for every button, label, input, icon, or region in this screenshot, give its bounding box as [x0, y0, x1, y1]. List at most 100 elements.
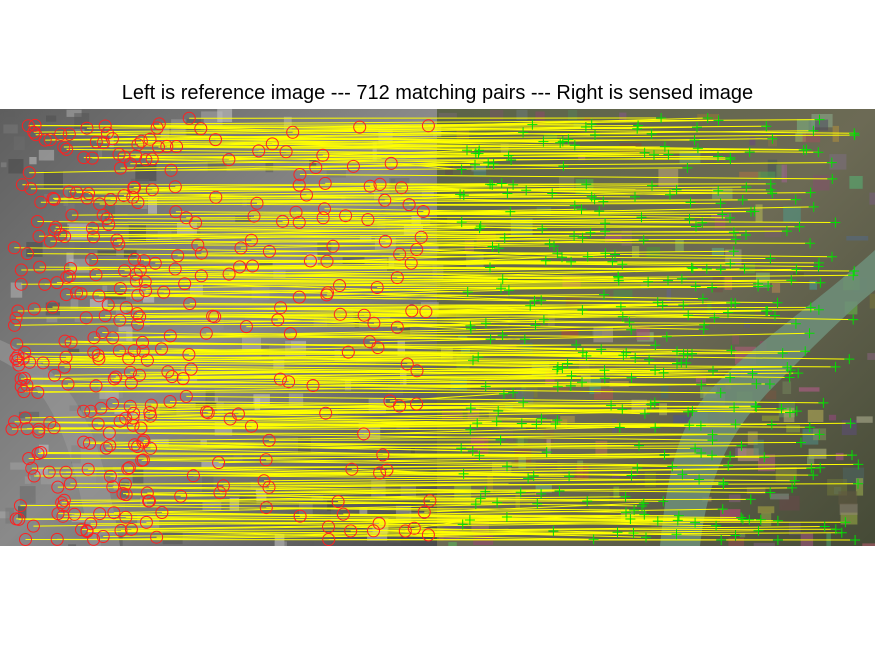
sensed-keypoint-plus — [678, 348, 689, 359]
texture-block — [464, 240, 474, 254]
reference-keypoint-circle — [79, 311, 93, 325]
texture-block — [24, 476, 31, 484]
sensed-keypoint-plus — [586, 191, 597, 202]
texture-block — [410, 448, 415, 455]
reference-keypoint-circle — [32, 229, 46, 243]
sensed-keypoint-plus — [725, 372, 736, 383]
sensed-keypoint-plus — [701, 263, 712, 274]
reference-keypoint-circle — [135, 453, 149, 467]
reference-keypoint-circle — [36, 356, 50, 370]
sensed-keypoint-plus — [672, 358, 682, 369]
texture-block — [739, 171, 761, 178]
sensed-keypoint-plus — [629, 505, 640, 515]
match-line — [246, 325, 471, 328]
figure-title: Left is reference image --- 712 matching… — [121, 82, 754, 104]
sensed-keypoint-plus — [806, 463, 817, 474]
match-line — [106, 447, 480, 457]
match-line — [379, 514, 645, 524]
texture-block — [568, 109, 578, 121]
sensed-keypoint-plus — [632, 462, 643, 473]
match-line — [149, 138, 695, 141]
sensed-keypoint-plus — [577, 377, 587, 388]
reference-keypoint-circle — [122, 461, 136, 475]
sensed-keypoint-plus — [552, 362, 563, 372]
sensed-keypoint-plus — [571, 340, 582, 350]
texture-block — [458, 334, 468, 340]
texture-block — [334, 350, 341, 362]
match-line — [54, 196, 592, 200]
sensed-keypoint-plus — [848, 314, 859, 325]
reference-keypoint-circle — [70, 286, 83, 300]
match-line — [215, 139, 575, 146]
reference-keypoint-circle — [244, 233, 258, 247]
reference-keypoint-circle — [34, 446, 48, 459]
texture-block — [160, 126, 170, 139]
sensed-keypoint-plus — [730, 530, 741, 541]
sensed-keypoint-plus — [649, 149, 659, 160]
reference-keypoint-circle — [380, 463, 394, 477]
reference-keypoint-circle — [194, 122, 208, 136]
texture-block — [67, 348, 80, 353]
match-line — [99, 203, 575, 207]
sensed-keypoint-plus — [687, 348, 697, 359]
reference-keypoint-circle — [96, 530, 110, 543]
reference-keypoint-circle — [139, 284, 153, 298]
sensed-keypoint-plus — [685, 197, 696, 208]
reference-keypoint-circle — [136, 435, 150, 449]
sensed-keypoint-plus — [475, 493, 486, 504]
sensed-keypoint-plus — [711, 520, 722, 531]
match-line — [428, 532, 842, 536]
sensed-keypoint-plus — [639, 509, 650, 520]
match-line — [151, 401, 655, 406]
reference-keypoint-circle — [106, 331, 120, 345]
reference-keypoint-circle — [393, 399, 406, 413]
reference-keypoint-circle — [9, 352, 23, 365]
sensed-keypoint-plus — [550, 419, 561, 429]
reference-keypoint-circle — [32, 422, 46, 436]
reference-keypoint-circle — [150, 530, 164, 544]
sensed-keypoint-plus — [659, 141, 670, 152]
sensed-keypoint-plus — [678, 300, 689, 310]
sensed-keypoint-plus — [796, 437, 806, 448]
reference-keypoint-circle — [80, 121, 94, 135]
texture-block — [499, 344, 517, 350]
sensed-keypoint-plus — [785, 407, 795, 418]
texture-block — [201, 111, 223, 127]
reference-keypoint-circle — [339, 209, 353, 223]
reference-keypoint-circle — [320, 288, 334, 302]
reference-keypoint-circle — [318, 176, 332, 190]
match-line — [269, 250, 606, 254]
sensed-keypoint-plus — [456, 443, 467, 454]
sensed-keypoint-plus — [650, 340, 661, 351]
sensed-keypoint-plus — [620, 491, 631, 502]
sensed-keypoint-plus — [643, 276, 654, 287]
sensed-keypoint-plus — [697, 217, 708, 228]
reference-keypoint-circle — [86, 230, 100, 244]
reference-keypoint-circle — [22, 452, 36, 465]
texture-block — [273, 270, 286, 278]
sensed-keypoint-plus — [830, 524, 841, 535]
match-line — [155, 260, 546, 264]
sensed-keypoint-plus — [630, 191, 640, 202]
sensed-keypoint-plus — [462, 287, 473, 297]
match-line — [186, 216, 642, 219]
reference-keypoint-circle — [250, 196, 264, 210]
texture-block — [128, 224, 146, 242]
texture-block — [782, 381, 792, 394]
sensed-keypoint-plus — [730, 298, 741, 309]
sensed-keypoint-plus — [819, 521, 830, 532]
match-line — [184, 283, 468, 293]
match-line — [14, 421, 810, 428]
match-line — [326, 252, 558, 262]
texture-block — [724, 276, 733, 290]
match-line — [269, 439, 501, 441]
reference-keypoint-circle — [231, 407, 245, 421]
texture-block — [70, 299, 79, 309]
match-line — [379, 467, 821, 474]
reference-keypoint-circle — [56, 499, 70, 513]
sensed-keypoint-plus — [690, 443, 701, 454]
match-line — [130, 157, 731, 165]
texture-block — [98, 150, 103, 159]
texture-block — [679, 151, 701, 164]
